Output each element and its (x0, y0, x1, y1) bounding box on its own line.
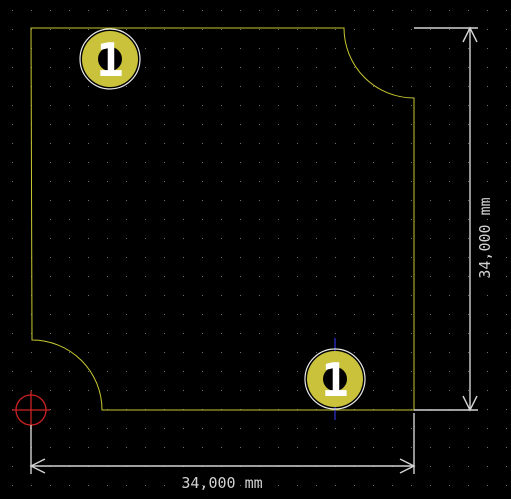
through-hole-pad[interactable]: 1 (79, 28, 141, 90)
pad-number-label: 1 (96, 33, 124, 87)
pad-number-label: 1 (321, 353, 349, 407)
horizontal-dimension-label: 34,000 mm (181, 474, 262, 492)
vertical-dimension-label: 34,000 mm (476, 197, 494, 278)
horizontal-dimension[interactable] (29, 413, 416, 474)
vertical-dimension[interactable] (414, 26, 478, 412)
through-hole-pad[interactable]: 1 (304, 348, 366, 410)
